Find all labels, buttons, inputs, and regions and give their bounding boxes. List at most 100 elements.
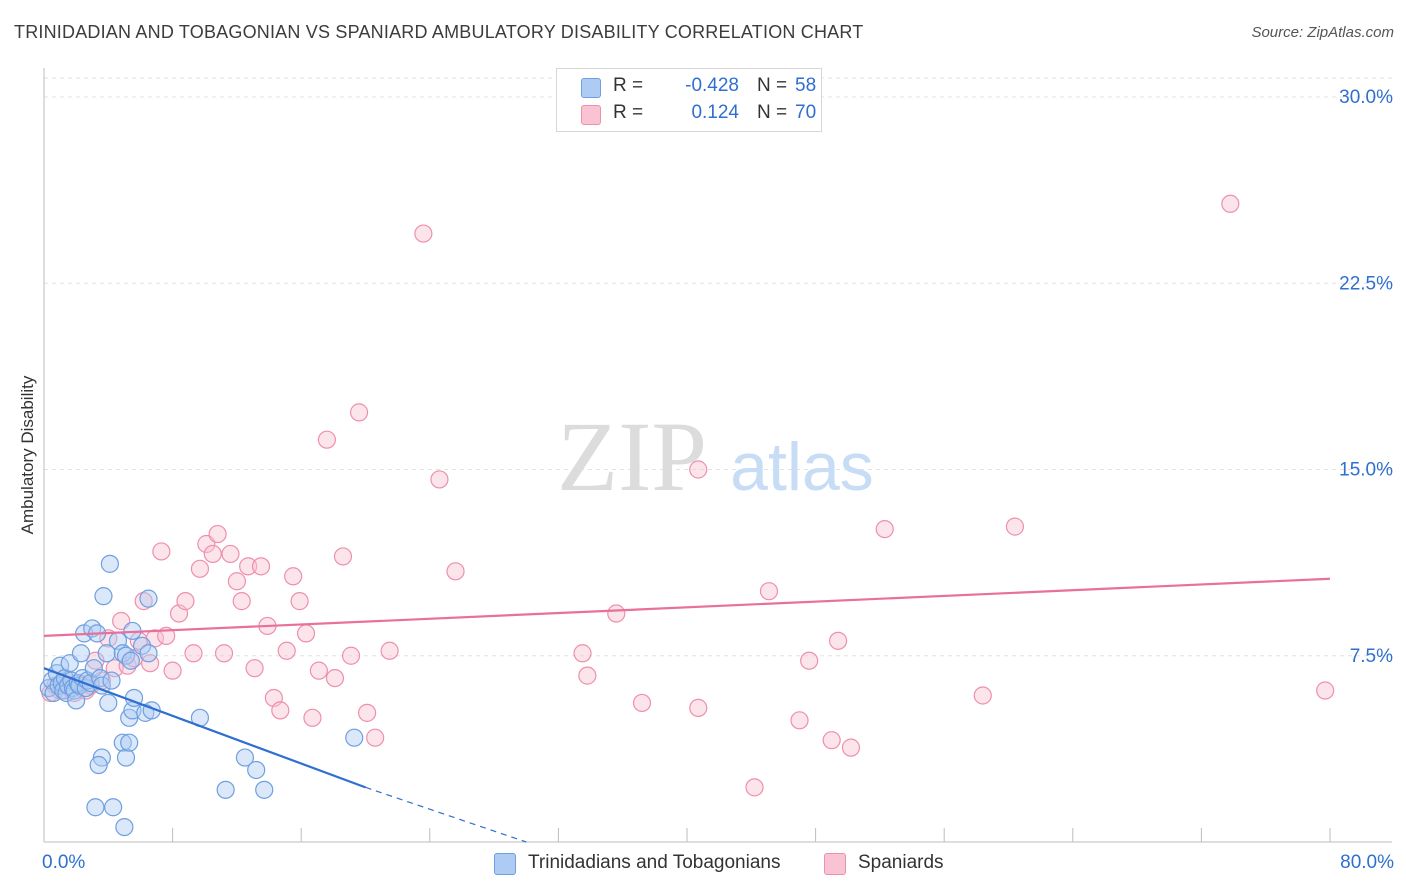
trinidadians-point: [84, 659, 103, 678]
spaniards-point: [800, 651, 819, 670]
spaniards-point: [841, 738, 861, 757]
spaniards-point: [152, 542, 171, 561]
legend-swatch-pink: [581, 105, 601, 125]
legend-r-value: -0.428: [685, 75, 739, 96]
trinidadians-point: [99, 693, 118, 713]
legend-n-value: 58: [795, 75, 817, 96]
spaniards-point: [203, 544, 222, 564]
x-axis-min-label: 0.0%: [42, 852, 86, 873]
spaniards-point: [163, 661, 182, 680]
spaniards-point: [245, 659, 264, 678]
spaniards-point: [607, 604, 626, 623]
trinidadians-point: [94, 587, 113, 606]
spaniards-point: [325, 668, 345, 688]
source-label: Source: ZipAtlas.com: [1251, 24, 1394, 41]
spaniards-point: [829, 631, 848, 650]
y-tick-labels: 7.5% 15.0% 22.5% 30.0%: [1339, 87, 1393, 667]
bottom-legend-label: Trinidadians and Tobagonians: [528, 852, 781, 873]
trend-lines: [43, 577, 1331, 843]
spaniards-point: [271, 701, 290, 720]
correlation-legend: R = -0.428 N = 58 R = 0.124 N = 70: [556, 68, 822, 132]
y-tick-label: 22.5%: [1339, 273, 1393, 294]
spaniards-point: [184, 644, 203, 663]
spaniards-point: [296, 624, 316, 643]
trinidadians-point: [247, 760, 266, 780]
watermark-atlas: atlas: [730, 429, 874, 505]
legend-r-label: R =: [613, 102, 644, 123]
spaniards-point: [446, 562, 465, 581]
x-axis-max-label: 80.0%: [1340, 852, 1394, 873]
spaniards-point: [208, 524, 227, 544]
trinidadians-points: [39, 554, 364, 837]
spaniards-point: [251, 557, 271, 576]
spaniards-point: [309, 661, 328, 680]
trinidadians-point: [104, 798, 123, 817]
trinidadians-point: [116, 748, 136, 767]
legend-n-label: N =: [757, 75, 788, 96]
trinidadians-point: [97, 644, 116, 663]
spaniards-point: [239, 557, 258, 576]
trinidadians-point: [121, 651, 140, 670]
spaniards-point: [366, 728, 385, 747]
spaniards-point: [277, 641, 296, 660]
spaniards-point: [1005, 517, 1025, 536]
watermark-zip: ZIP: [557, 401, 707, 512]
spaniards-point: [290, 592, 309, 611]
spaniards-point: [232, 592, 251, 611]
trinidadians-trend-extension: [365, 786, 527, 843]
trinidadians-point: [345, 728, 364, 747]
bottom-legend-label: Spaniards: [858, 852, 944, 873]
spaniards-point: [689, 698, 708, 718]
spaniards-point: [358, 703, 377, 722]
spaniards-point: [822, 731, 841, 750]
spaniards-point: [414, 224, 433, 243]
legend-r-value: 0.124: [691, 102, 739, 123]
trinidadians-point: [139, 589, 158, 608]
spaniards-point: [134, 592, 153, 611]
trinidadians-point: [71, 644, 91, 663]
spaniards-point: [689, 460, 708, 479]
y-tick-label: 7.5%: [1350, 646, 1393, 667]
y-tick-label: 30.0%: [1339, 87, 1393, 108]
spaniards-point: [632, 693, 652, 713]
spaniards-point: [303, 708, 322, 727]
legend-r-label: R =: [613, 75, 644, 96]
trinidadians-point: [120, 733, 139, 752]
spaniards-point: [759, 582, 779, 601]
trinidadians-point: [235, 748, 255, 767]
spaniards-point: [349, 403, 369, 422]
bottom-legend-swatch-blue: [494, 853, 516, 875]
trinidadians-point: [91, 668, 110, 688]
spaniards-point: [190, 559, 210, 578]
axes: [43, 68, 1392, 843]
trinidadians-point: [113, 733, 132, 752]
trinidadians-point: [89, 755, 108, 775]
spaniards-trend-line: [43, 577, 1331, 637]
y-axis-label: Ambulatory Disability: [18, 375, 37, 535]
spaniards-point: [221, 544, 240, 564]
spaniards-point: [1221, 194, 1240, 213]
trinidadians-point: [102, 671, 121, 690]
spaniards-point: [317, 430, 337, 449]
spaniards-point: [875, 519, 894, 539]
spaniards-point: [1316, 681, 1335, 700]
trinidadians-point: [86, 798, 105, 817]
spaniards-point: [214, 644, 234, 663]
spaniards-point: [745, 778, 764, 797]
trinidadians-trend-line: [43, 667, 366, 789]
spaniards-point: [430, 470, 449, 489]
spaniards-point: [573, 644, 592, 663]
spaniards-point: [973, 686, 992, 705]
spaniards-point: [380, 641, 399, 660]
trinidadians-point: [139, 644, 158, 663]
spaniards-point: [284, 567, 303, 586]
spaniards-point: [333, 547, 353, 566]
spaniards-point: [227, 572, 246, 591]
spaniards-point: [578, 666, 597, 685]
bottom-legend-swatch-pink: [824, 853, 846, 875]
legend-n-value: 70: [795, 102, 817, 123]
trinidadians-point: [255, 780, 274, 799]
spaniards-point: [176, 592, 195, 611]
spaniards-point: [790, 711, 809, 730]
